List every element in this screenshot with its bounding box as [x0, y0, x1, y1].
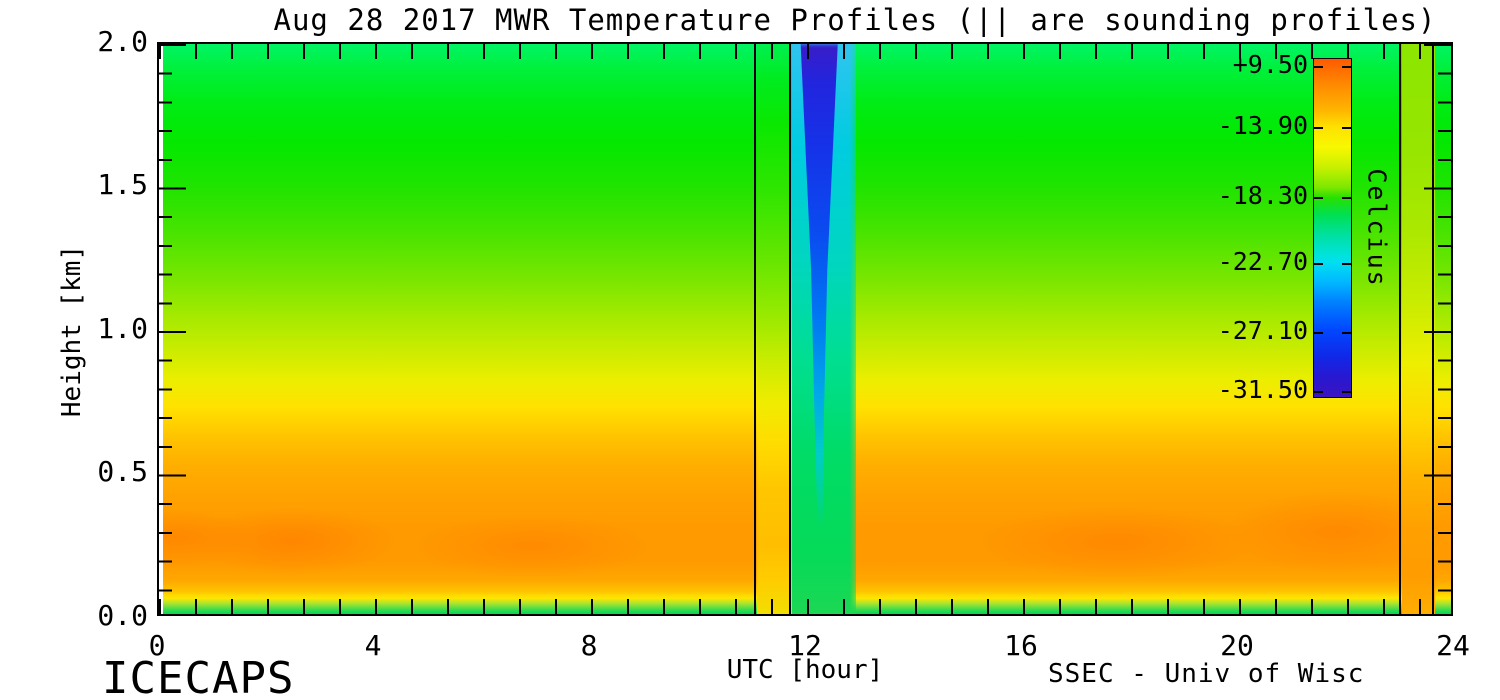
y-axis-left-major-ticks [159, 44, 186, 614]
chart-title: Aug 28 2017 MWR Temperature Profiles (||… [273, 3, 1437, 37]
y-tick-label: 1.5 [97, 168, 148, 201]
y-tick-label: 1.0 [97, 312, 148, 345]
x-tick-label: 8 [580, 629, 598, 662]
colorbar-tick [1314, 66, 1351, 68]
colorbar-label: -18.30 [1217, 181, 1308, 210]
sounding-marker-line-2 [789, 42, 791, 616]
x-tick-label: 20 [1220, 629, 1254, 662]
x-axis-top-ticks [159, 44, 1451, 59]
cold-plume-12utc [792, 44, 864, 614]
y-tick-label: 0.5 [97, 455, 148, 488]
ssec-credit: SSEC - Univ of Wisc [1048, 659, 1365, 689]
colorbar-label: +9.50 [1232, 50, 1308, 79]
colorbar-label: -22.70 [1217, 247, 1308, 276]
icecaps-credit: ICECAPS [102, 653, 295, 700]
sounding-marker-line-4 [1432, 42, 1434, 616]
sounding-marker-line-1 [754, 42, 756, 616]
colorbar-tick [1314, 263, 1351, 265]
sounding-marker-line-3 [1399, 42, 1401, 616]
x-tick-label: 4 [364, 629, 382, 662]
colorbar-tick [1314, 332, 1351, 334]
colorbar [1313, 58, 1352, 398]
y-axis-right-major-ticks [1424, 44, 1451, 614]
colorbar-tick [1314, 127, 1351, 129]
x-tick-label: 16 [1004, 629, 1038, 662]
colorbar-label: -27.10 [1217, 316, 1308, 345]
x-tick-label: 0 [148, 629, 166, 662]
plot-area [157, 42, 1453, 616]
colorbar-label: -31.50 [1217, 375, 1308, 404]
x-axis-title: UTC [hour] [726, 655, 884, 685]
y-axis-title: Height [km] [57, 244, 87, 418]
sounding-band-11utc [757, 44, 792, 614]
colorbar-title: Celcius [1362, 168, 1392, 288]
colorbar-label: -13.90 [1217, 111, 1308, 140]
x-tick-label: 12 [788, 629, 822, 662]
y-tick-label: 0.0 [97, 599, 148, 632]
x-tick-label: 24 [1436, 629, 1470, 662]
colorbar-tick [1314, 197, 1351, 199]
y-tick-label: 2.0 [97, 25, 148, 58]
colorbar-tick [1314, 391, 1351, 393]
x-axis-bottom-ticks [159, 599, 1451, 614]
